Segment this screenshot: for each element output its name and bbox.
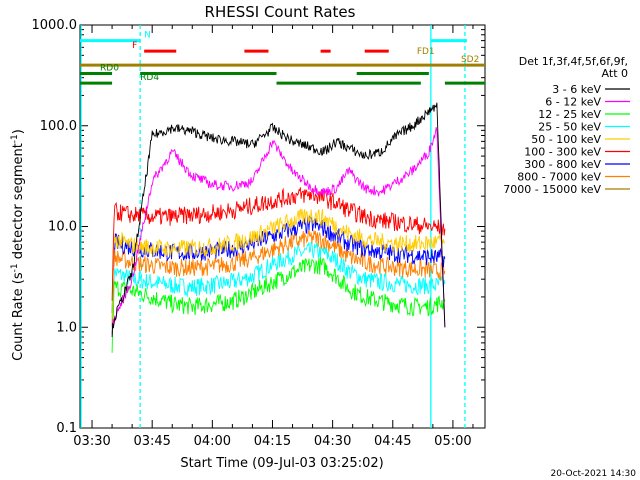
- flag-label: FD1: [417, 47, 435, 57]
- flag-label: SD2: [461, 55, 479, 65]
- x-tick-label: 04:30: [314, 434, 351, 449]
- legend-entry-label: 6 - 12 keV: [545, 96, 601, 109]
- legend-entry-label: 300 - 800 keV: [524, 158, 601, 171]
- x-tick-label: 03:30: [73, 434, 110, 449]
- flag-label: N: [144, 31, 151, 41]
- series-line: [111, 229, 446, 327]
- legend-entry-label: 3 - 6 keV: [552, 83, 601, 96]
- y-tick-labels: 0.1 1.0 10.0 100.0 1000.0: [32, 18, 78, 436]
- x-tick-label: 03:45: [133, 434, 170, 449]
- x-tick-labels: 03:30 03:45 04:00 04:15 04:30 04:45 05:00: [73, 434, 471, 449]
- y-tick-label: 100.0: [40, 119, 77, 134]
- series-lines: [111, 102, 446, 353]
- series-line: [111, 127, 446, 335]
- x-tick-label: 04:00: [194, 434, 231, 449]
- series-line: [111, 187, 446, 301]
- legend: Det 1f,3f,4f,5f,6f,9f, Att 0 3 - 6 keV6 …: [503, 55, 630, 196]
- series-line: [111, 102, 446, 337]
- legend-entry-label: 25 - 50 keV: [538, 121, 601, 134]
- y-axis-label: Count Rate (s-1 detector segment-1): [10, 129, 26, 361]
- flag-label: F: [132, 41, 137, 51]
- series-line: [111, 257, 446, 353]
- y-tick-label: 0.1: [56, 421, 77, 436]
- series-line: [111, 215, 446, 314]
- legend-entry-label: 100 - 300 keV: [524, 146, 601, 159]
- state-flags: NF FD1 SD2 RD0 RD4: [80, 31, 485, 85]
- axis-ticks: [80, 25, 485, 429]
- legend-entry-label: 50 - 100 keV: [531, 133, 601, 146]
- y-tick-label: 1000.0: [32, 18, 78, 33]
- x-tick-label: 05:00: [434, 434, 471, 449]
- legend-entry-label: 7000 - 15000 keV: [503, 183, 601, 196]
- x-axis-label: Start Time (09-Jul-03 03:25:02): [180, 456, 383, 471]
- series-line: [111, 208, 446, 318]
- legend-header-line1: Det 1f,3f,4f,5f,6f,9f,: [519, 55, 628, 68]
- legend-entry-label: 800 - 7000 keV: [517, 171, 601, 184]
- x-tick-label: 04:15: [254, 434, 291, 449]
- chart-title: RHESSI Count Rates: [205, 3, 356, 21]
- legend-header-line2: Att 0: [602, 67, 628, 80]
- y-tick-label: 10.0: [48, 220, 77, 235]
- flag-label: RD0: [100, 64, 119, 74]
- flag-label: RD4: [140, 73, 159, 83]
- render-timestamp: 20-Oct-2021 14:30: [551, 469, 637, 479]
- x-tick-label: 04:45: [374, 434, 411, 449]
- y-tick-label: 1.0: [56, 320, 77, 335]
- legend-entry-label: 12 - 25 keV: [538, 108, 601, 121]
- series-line: [111, 241, 446, 333]
